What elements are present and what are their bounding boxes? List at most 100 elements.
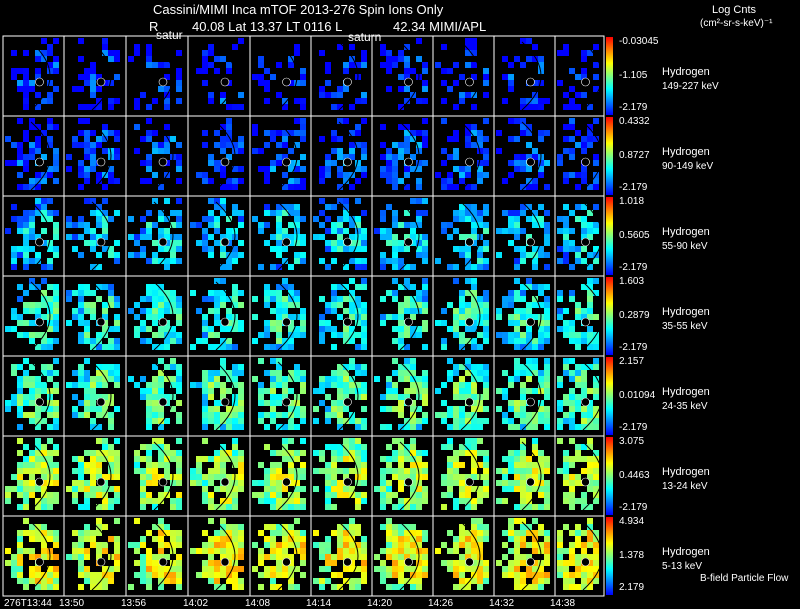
heatmap-cell <box>374 554 380 560</box>
heatmap-cell <box>264 542 270 548</box>
heatmap-cell <box>72 548 78 554</box>
heatmap-cell <box>343 210 349 216</box>
heatmap-cell <box>459 210 465 216</box>
heatmap-cell <box>300 530 306 536</box>
heatmap-cell <box>563 498 569 504</box>
heatmap-cell <box>520 406 526 412</box>
heatmap-cell <box>410 480 416 486</box>
heatmap-cell <box>569 462 575 468</box>
heatmap-cell <box>441 68 447 74</box>
heatmap-cell <box>538 584 544 590</box>
heatmap-cell <box>575 104 581 110</box>
heatmap-cell <box>538 130 544 136</box>
heatmap-cell <box>176 210 182 216</box>
heatmap-cell <box>416 486 422 492</box>
heatmap-cell <box>520 462 526 468</box>
heatmap-cell <box>17 504 23 510</box>
heatmap-cell <box>264 332 270 338</box>
heatmap-cell <box>355 418 361 424</box>
heatmap-cell <box>386 166 392 172</box>
heatmap-cell <box>164 246 170 252</box>
heatmap-cell <box>41 338 47 344</box>
heatmap-cell <box>84 536 90 542</box>
heatmap-cell <box>514 504 520 510</box>
heatmap-cell <box>380 216 386 222</box>
heatmap-cell <box>355 62 361 68</box>
heatmap-cell <box>453 148 459 154</box>
heatmap-cell <box>11 370 17 376</box>
heatmap-cell <box>392 572 398 578</box>
heatmap-cell <box>544 462 550 468</box>
heatmap-cell <box>90 154 96 160</box>
heatmap-cell <box>158 86 164 92</box>
heatmap-cell <box>380 258 386 264</box>
heatmap-cell <box>538 204 544 210</box>
heatmap-cell <box>282 388 288 394</box>
heatmap-cell <box>563 524 569 530</box>
heatmap-cell <box>134 456 140 462</box>
heatmap-cell <box>84 370 90 376</box>
field-line <box>521 201 542 271</box>
heatmap-cell <box>465 326 471 332</box>
heatmap-cell <box>526 462 532 468</box>
heatmap-cell <box>170 364 176 370</box>
heatmap-cell <box>544 498 550 504</box>
heatmap-cell <box>392 456 398 462</box>
heatmap-cell <box>477 178 483 184</box>
heatmap-cell <box>343 450 349 456</box>
heatmap-cell <box>569 474 575 480</box>
heatmap-cell <box>575 424 581 430</box>
heatmap-cell <box>544 370 550 376</box>
heatmap-cell <box>581 234 587 240</box>
heatmap-cell <box>483 394 489 400</box>
heatmap-cell <box>270 524 276 530</box>
heatmap-cell <box>176 332 182 338</box>
heatmap-cell <box>416 566 422 572</box>
heatmap-cell <box>325 474 331 480</box>
heatmap-cell <box>563 240 569 246</box>
heatmap-cell <box>5 548 11 554</box>
heatmap-cell <box>331 258 337 264</box>
saturn-marker <box>526 397 535 407</box>
heatmap-cell <box>483 302 489 308</box>
heatmap-cell <box>220 486 226 492</box>
field-line <box>399 521 420 591</box>
heatmap-panel <box>5 438 59 511</box>
heatmap-cell <box>441 492 447 498</box>
saturn-marker <box>581 557 590 567</box>
heatmap-cell <box>587 524 593 530</box>
heatmap-cell <box>258 382 264 388</box>
heatmap-cell <box>471 264 477 270</box>
heatmap-cell <box>140 216 146 222</box>
heatmap-panel <box>252 41 306 111</box>
heatmap-cell <box>453 566 459 572</box>
heatmap-cell <box>29 400 35 406</box>
heatmap-cell <box>5 406 11 412</box>
heatmap-cell <box>557 382 563 388</box>
heatmap-cell <box>258 166 264 172</box>
heatmap-cell <box>380 228 386 234</box>
heatmap-cell <box>392 492 398 498</box>
heatmap-cell <box>226 136 232 142</box>
heatmap-cell <box>72 290 78 296</box>
heatmap-cell <box>477 438 483 444</box>
heatmap-cell <box>343 542 349 548</box>
heatmap-cell <box>176 566 182 572</box>
heatmap-cell <box>453 80 459 86</box>
heatmap-cell <box>422 468 428 474</box>
heatmap-cell <box>214 160 220 166</box>
heatmap-cell <box>5 326 11 332</box>
heatmap-cell <box>84 358 90 364</box>
heatmap-cell <box>282 572 288 578</box>
heatmap-cell <box>471 228 477 234</box>
channel-species: Hydrogen <box>662 306 710 318</box>
heatmap-cell <box>47 80 53 86</box>
heatmap-cell <box>96 216 102 222</box>
heatmap-cell <box>471 578 477 584</box>
heatmap-cell <box>569 68 575 74</box>
heatmap-cell <box>355 332 361 338</box>
channel-energy: 35-55 keV <box>662 321 708 332</box>
heatmap-cell <box>282 142 288 148</box>
heatmap-cell <box>355 178 361 184</box>
heatmap-cell <box>78 572 84 578</box>
